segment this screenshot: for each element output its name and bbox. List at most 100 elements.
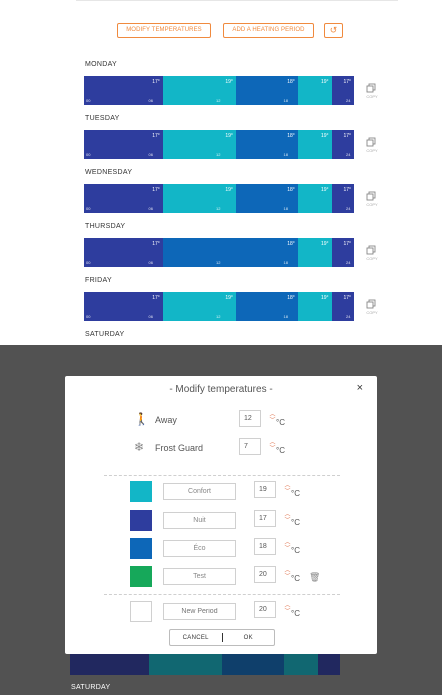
period-color-swatch[interactable] (130, 538, 152, 559)
day-bar[interactable]: 17° 18° 19° 17° 00 06 12 18 24 (84, 238, 354, 267)
new-period-color-swatch[interactable] (130, 601, 152, 622)
period-temp-stepper[interactable]: ︿ ﹀ (284, 540, 291, 552)
copy-label: COPY (366, 202, 378, 207)
copy-icon (366, 191, 376, 201)
dialog-actions: CANCEL OK (169, 629, 275, 646)
period-segment[interactable]: 17° (331, 184, 354, 213)
hour-tick: 12 (216, 314, 221, 319)
segment-temperature: 19° (320, 295, 329, 301)
hour-tick: 24 (346, 206, 351, 211)
period-segment[interactable]: 17° (84, 238, 163, 267)
stepper-up-icon[interactable]: ︿ (284, 568, 291, 574)
stepper-down-icon[interactable]: ﹀ (269, 446, 276, 452)
day-bar[interactable]: 17° 19° 18° 19° 17° 00 06 12 18 24 (84, 292, 354, 321)
period-segment[interactable]: 17° (331, 238, 354, 267)
period-temp-stepper[interactable]: ︿ ﹀ (284, 568, 291, 580)
period-temp-input[interactable]: 19 (254, 481, 276, 498)
period-segment[interactable]: 19° (162, 76, 236, 105)
period-temp-input[interactable]: 20 (254, 566, 276, 583)
stepper-down-icon[interactable]: ﹀ (284, 609, 291, 615)
period-segment[interactable]: 17° (84, 76, 163, 105)
period-segment[interactable]: 18° (235, 292, 298, 321)
day-bar[interactable]: 17° 19° 18° 19° 17° 00 06 12 18 24 (84, 184, 354, 213)
day-bar[interactable]: 17° 19° 18° 19° 17° 00 06 12 18 24 (84, 76, 354, 105)
hour-tick: 00 (86, 206, 91, 211)
period-color-swatch[interactable] (130, 510, 152, 531)
day-label: THURSDAY (85, 223, 126, 230)
day-label: MONDAY (85, 61, 118, 68)
copy-day-button[interactable]: COPY (366, 83, 378, 99)
new-period-temp-input[interactable]: 20 (254, 601, 276, 618)
stepper-up-icon[interactable]: ︿ (284, 483, 291, 489)
stepper-up-icon[interactable]: ︿ (269, 440, 276, 446)
period-name-input[interactable]: Test (163, 568, 236, 585)
segment-temperature: 18° (287, 133, 295, 139)
segment-temperature: 19° (225, 79, 233, 85)
period-segment[interactable]: 19° (297, 76, 332, 105)
cancel-button[interactable]: CANCEL (182, 634, 209, 641)
hour-tick: 12 (216, 98, 221, 103)
period-segment[interactable]: 19° (297, 130, 332, 159)
segment-temperature: 19° (320, 187, 329, 193)
period-segment[interactable]: 18° (162, 238, 298, 267)
period-segment[interactable]: 19° (162, 130, 236, 159)
copy-day-button[interactable]: COPY (366, 299, 378, 315)
stepper-up-icon[interactable]: ︿ (284, 540, 291, 546)
hour-tick: 00 (86, 314, 91, 319)
divider-bottom (104, 594, 340, 595)
period-segment[interactable]: 18° (235, 184, 298, 213)
period-name-input[interactable]: Nuit (163, 512, 236, 529)
period-name-input[interactable]: Éco (163, 540, 236, 557)
stepper-up-icon[interactable]: ︿ (284, 603, 291, 609)
period-name-input[interactable]: Confort (163, 483, 236, 500)
period-segment[interactable]: 18° (235, 76, 298, 105)
period-segment[interactable]: 17° (331, 292, 354, 321)
segment-temperature: 17° (152, 241, 160, 247)
close-icon[interactable]: × (356, 382, 363, 394)
ok-button[interactable]: OK (243, 634, 253, 641)
segment-temperature: 17° (152, 133, 160, 139)
trash-icon[interactable]: 🗑 (309, 572, 321, 582)
period-segment[interactable]: 19° (162, 292, 236, 321)
period-segment[interactable]: 17° (84, 184, 163, 213)
copy-icon (366, 245, 376, 255)
modify-temperatures-button[interactable]: MODIFY TEMPERATURES (117, 23, 211, 38)
copy-day-button[interactable]: COPY (366, 137, 378, 153)
period-segment[interactable]: 18° (235, 130, 298, 159)
mode-label: Away (155, 415, 177, 425)
mode-temp-stepper[interactable]: ︿ ﹀ (269, 412, 276, 424)
period-color-swatch[interactable] (130, 566, 152, 587)
period-segment[interactable]: 17° (84, 292, 163, 321)
day-label: TUESDAY (85, 115, 120, 122)
new-period-name-input[interactable] (163, 603, 236, 620)
period-temp-input[interactable]: 18 (254, 538, 276, 555)
mode-temp-input[interactable]: 12 (239, 410, 261, 427)
period-temp-stepper[interactable]: ︿ ﹀ (284, 483, 291, 495)
period-color-swatch[interactable] (130, 481, 152, 502)
stepper-up-icon[interactable]: ︿ (269, 412, 276, 418)
period-segment[interactable]: 19° (162, 184, 236, 213)
period-segment[interactable]: 17° (84, 130, 163, 159)
period-segment[interactable]: 19° (297, 292, 332, 321)
stepper-down-icon[interactable]: ﹀ (284, 574, 291, 580)
period-segment[interactable]: 17° (331, 76, 354, 105)
copy-day-button[interactable]: COPY (366, 245, 378, 261)
period-segment[interactable]: 17° (331, 130, 354, 159)
mode-temp-input[interactable]: 7 (239, 438, 261, 455)
stepper-down-icon[interactable]: ﹀ (284, 518, 291, 524)
period-segment[interactable]: 19° (297, 238, 332, 267)
stepper-down-icon[interactable]: ﹀ (284, 546, 291, 552)
mode-temp-stepper[interactable]: ︿ ﹀ (269, 440, 276, 452)
stepper-down-icon[interactable]: ﹀ (269, 418, 276, 424)
period-temp-stepper[interactable]: ︿ ﹀ (284, 512, 291, 524)
undo-button[interactable]: ↺ (324, 23, 343, 38)
stepper-up-icon[interactable]: ︿ (284, 512, 291, 518)
new-period-temp-stepper[interactable]: ︿ ﹀ (284, 603, 291, 615)
add-heating-period-button[interactable]: ADD A HEATING PERIOD (223, 23, 314, 38)
period-temp-input[interactable]: 17 (254, 510, 276, 527)
day-bar[interactable]: 17° 19° 18° 19° 17° 00 06 12 18 24 (84, 130, 354, 159)
copy-day-button[interactable]: COPY (366, 191, 378, 207)
period-segment[interactable]: 19° (297, 184, 332, 213)
segment-temperature: 17° (343, 241, 351, 247)
stepper-down-icon[interactable]: ﹀ (284, 489, 291, 495)
